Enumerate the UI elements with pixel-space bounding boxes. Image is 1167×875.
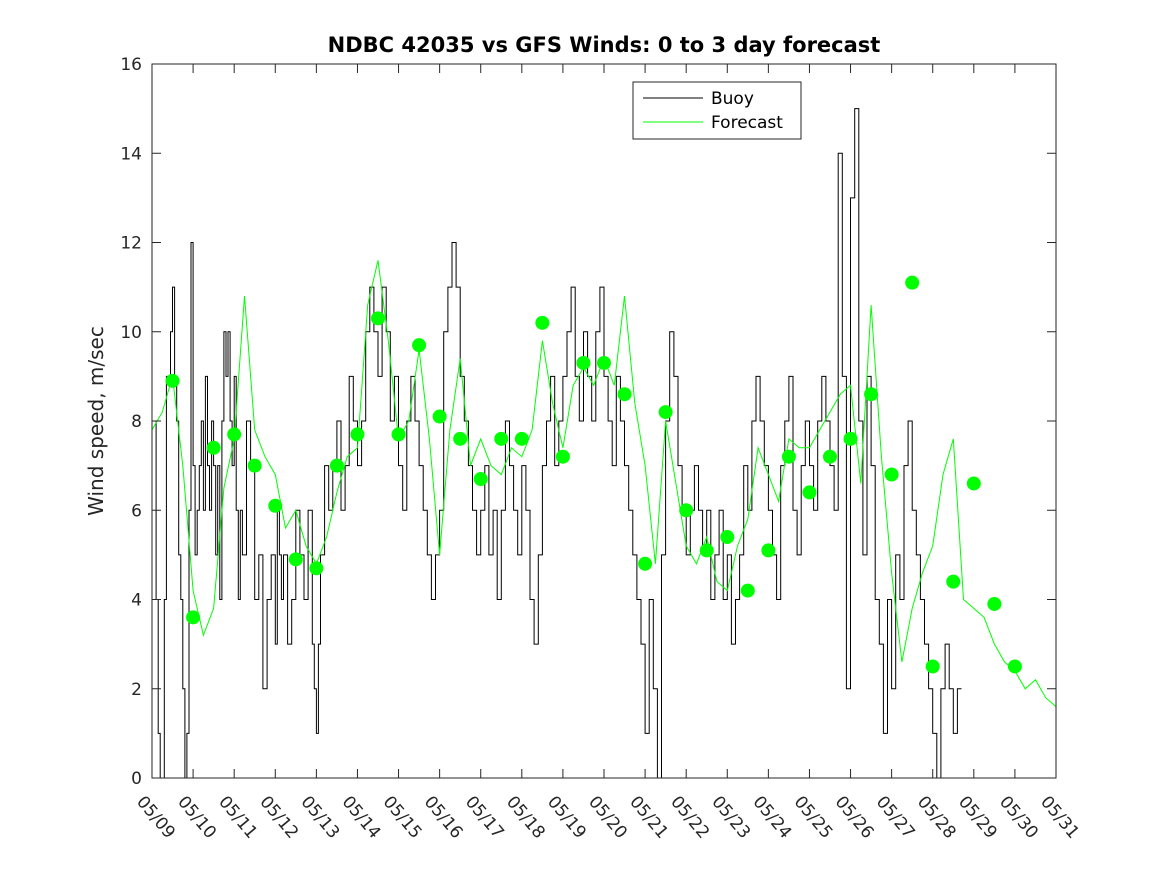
plot-area bbox=[152, 64, 1056, 778]
forecast-point bbox=[987, 596, 1002, 611]
forecast-point bbox=[288, 552, 303, 567]
forecast-point bbox=[617, 387, 632, 402]
y-tick-label: 8 bbox=[131, 412, 142, 432]
forecast-point bbox=[268, 498, 283, 513]
forecast-point bbox=[432, 409, 447, 424]
legend-label-forecast: Forecast bbox=[711, 113, 783, 133]
forecast-point bbox=[576, 355, 591, 370]
forecast-point bbox=[165, 373, 180, 388]
forecast-point bbox=[905, 275, 920, 290]
forecast-point bbox=[946, 574, 961, 589]
forecast-point bbox=[761, 543, 776, 558]
legend-box bbox=[632, 81, 802, 140]
forecast-point bbox=[925, 659, 940, 674]
forecast-point bbox=[781, 449, 796, 464]
forecast-point bbox=[494, 431, 509, 446]
forecast-point bbox=[658, 405, 673, 420]
marker-layer bbox=[165, 275, 1022, 674]
forecast-point bbox=[864, 387, 879, 402]
forecast-point bbox=[309, 561, 324, 576]
y-tick-label: 10 bbox=[120, 323, 142, 343]
forecast-point bbox=[740, 583, 755, 598]
forecast-point bbox=[720, 530, 735, 545]
forecast-point bbox=[597, 355, 611, 370]
forecast-point bbox=[679, 503, 694, 518]
forecast-point bbox=[699, 543, 714, 558]
buoy-series-line bbox=[152, 108, 962, 779]
forecast-point bbox=[350, 427, 365, 442]
y-tick-label: 12 bbox=[120, 234, 142, 254]
forecast-point bbox=[514, 431, 529, 446]
forecast-point bbox=[802, 485, 817, 500]
forecast-point bbox=[329, 458, 344, 473]
forecast-point bbox=[535, 315, 550, 330]
forecast-point bbox=[473, 472, 488, 487]
forecast-point bbox=[823, 449, 837, 464]
y-tick-label: 14 bbox=[120, 144, 142, 164]
forecast-point bbox=[247, 458, 262, 473]
forecast-point bbox=[884, 467, 899, 482]
y-tick-label: 4 bbox=[131, 591, 142, 611]
forecast-point bbox=[555, 449, 570, 464]
forecast-point bbox=[843, 431, 858, 446]
y-tick-label: 6 bbox=[131, 501, 142, 521]
forecast-point bbox=[412, 338, 427, 353]
y-axis-label: Wind speed, m/sec bbox=[84, 326, 108, 516]
forecast-point bbox=[227, 427, 242, 442]
forecast-point bbox=[1007, 659, 1022, 674]
forecast-point bbox=[186, 610, 201, 625]
y-tick-label: 0 bbox=[131, 769, 142, 789]
y-axis-ticks: 0 2 4 6 8 10 12 14 16 bbox=[120, 55, 1056, 789]
forecast-point bbox=[453, 431, 468, 446]
chart-title: NDBC 42035 vs GFS Winds: 0 to 3 day fore… bbox=[328, 33, 881, 57]
forecast-point bbox=[371, 311, 385, 326]
forecast-point bbox=[206, 440, 221, 455]
forecast-point bbox=[638, 556, 653, 571]
legend-label-buoy: Buoy bbox=[711, 89, 754, 109]
forecast-point bbox=[391, 427, 406, 442]
y-tick-label: 16 bbox=[120, 55, 142, 75]
legend: Buoy Forecast bbox=[632, 81, 802, 140]
forecast-point bbox=[966, 476, 981, 491]
y-tick-label: 2 bbox=[131, 680, 142, 700]
